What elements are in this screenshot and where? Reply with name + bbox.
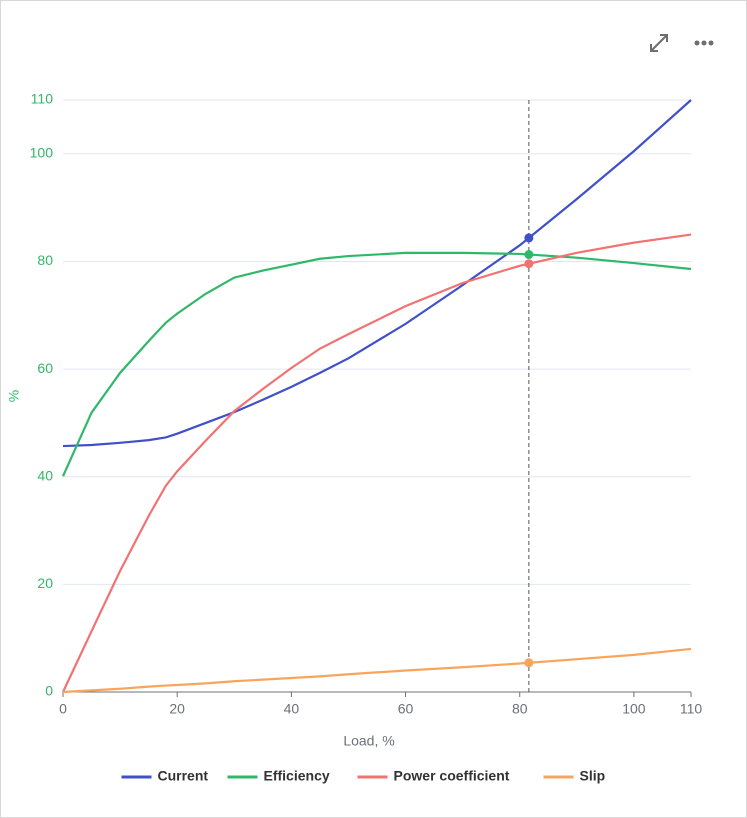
legend-label: Efficiency [264,768,330,784]
x-tick-label: 100 [622,701,646,717]
x-tick-label: 0 [59,701,67,717]
x-tick-label: 40 [284,701,300,717]
series-line [62,99,692,448]
y-tick-label: 80 [37,252,53,268]
hover-dot [524,259,534,269]
hover-dot [524,250,534,260]
x-tick-label: 20 [169,701,185,717]
series-line [61,251,692,477]
y-tick-label: 100 [30,145,54,161]
x-axis-label: Load, % [343,733,394,749]
legend-label: Current [158,768,209,784]
hover-dot [524,658,534,668]
y-tick-label: 40 [37,467,53,483]
x-tick-label: 110 [680,701,703,717]
x-tick-label: 80 [512,701,528,717]
expand-icon[interactable] [650,34,668,52]
legend-label: Power coefficient [394,768,510,784]
y-axis-label: % [6,390,22,402]
series-line [62,233,692,693]
y-tick-label: 0 [45,683,53,699]
hover-dot [524,233,534,243]
series-line [62,647,692,694]
y-tick-label: 110 [31,91,54,107]
y-tick-label: 60 [37,360,53,376]
legend-label: Slip [580,768,606,784]
more-icon[interactable] [694,40,714,46]
x-tick-label: 60 [398,701,414,717]
y-tick-label: 20 [37,575,53,591]
